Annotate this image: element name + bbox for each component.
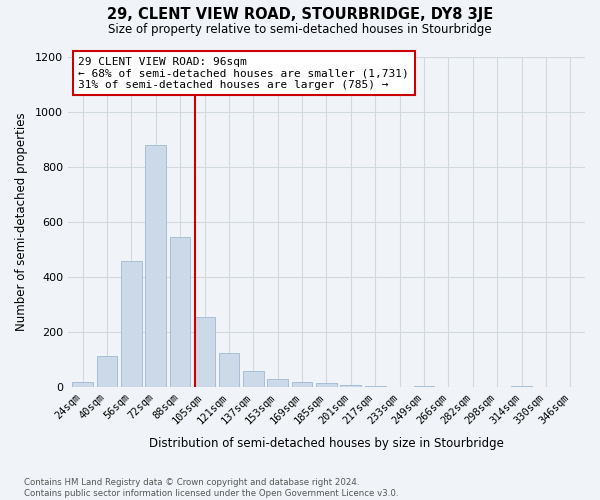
Y-axis label: Number of semi-detached properties: Number of semi-detached properties xyxy=(15,112,28,332)
Bar xyxy=(194,317,215,388)
Bar xyxy=(170,237,190,388)
Bar xyxy=(413,386,434,388)
Text: 29, CLENT VIEW ROAD, STOURBRIDGE, DY8 3JE: 29, CLENT VIEW ROAD, STOURBRIDGE, DY8 3J… xyxy=(107,8,493,22)
Bar xyxy=(97,356,118,388)
Bar xyxy=(316,384,337,388)
Bar xyxy=(340,384,361,388)
Bar xyxy=(243,371,263,388)
Bar xyxy=(72,382,93,388)
Text: Contains HM Land Registry data © Crown copyright and database right 2024.
Contai: Contains HM Land Registry data © Crown c… xyxy=(24,478,398,498)
Bar xyxy=(121,260,142,388)
Bar xyxy=(511,386,532,388)
Bar xyxy=(365,386,386,388)
Text: Size of property relative to semi-detached houses in Stourbridge: Size of property relative to semi-detach… xyxy=(108,22,492,36)
X-axis label: Distribution of semi-detached houses by size in Stourbridge: Distribution of semi-detached houses by … xyxy=(149,437,504,450)
Bar xyxy=(292,382,313,388)
Bar xyxy=(218,353,239,388)
Text: 29 CLENT VIEW ROAD: 96sqm
← 68% of semi-detached houses are smaller (1,731)
31% : 29 CLENT VIEW ROAD: 96sqm ← 68% of semi-… xyxy=(78,56,409,90)
Bar xyxy=(268,379,288,388)
Bar xyxy=(145,145,166,388)
